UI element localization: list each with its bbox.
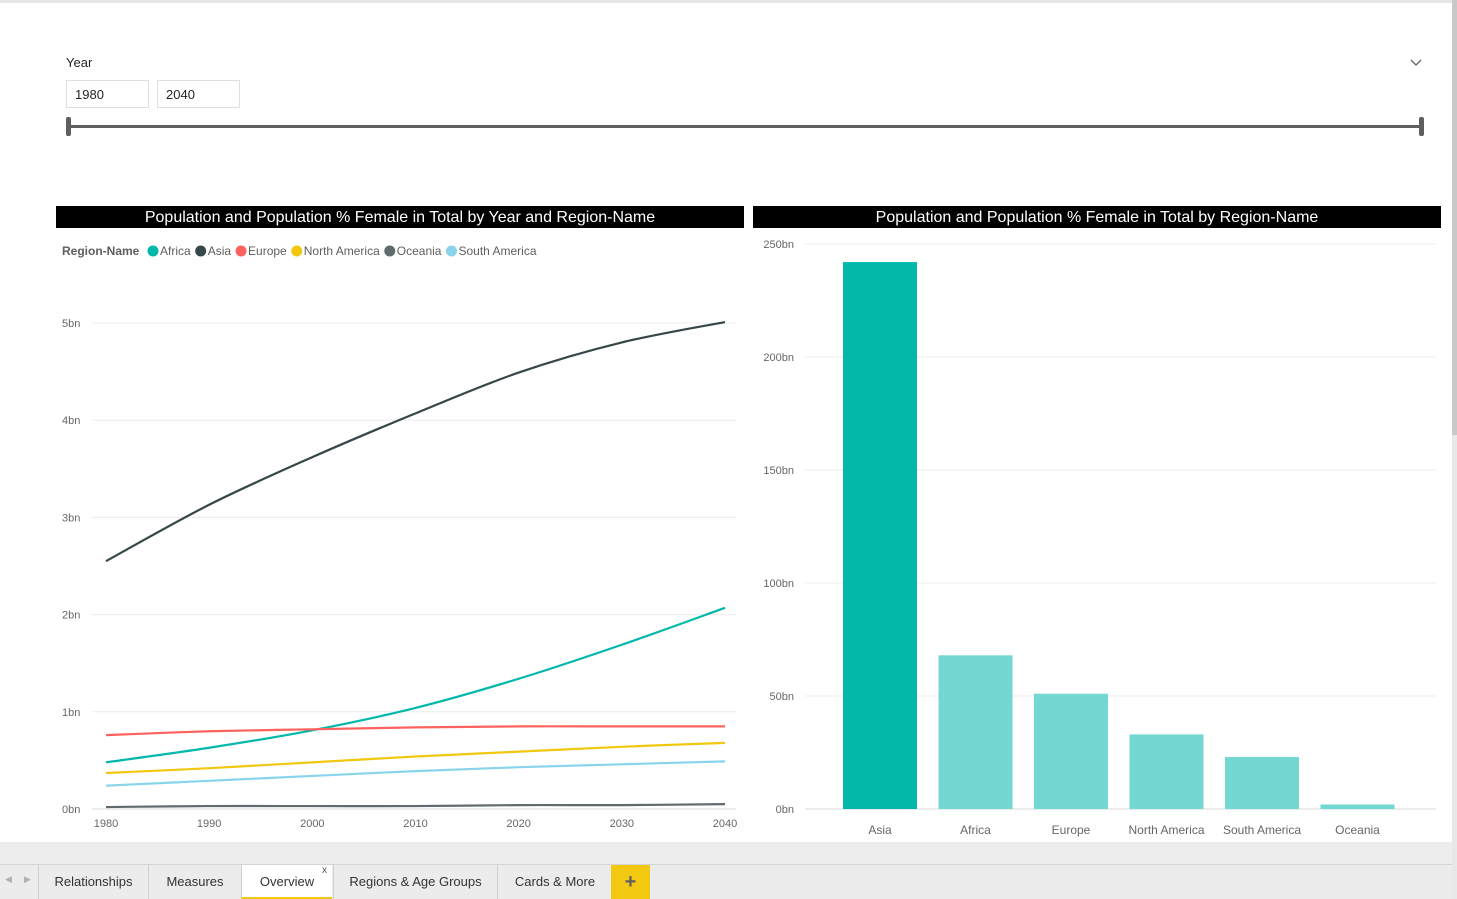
legend-item[interactable]: Asia <box>195 244 231 258</box>
slicer-start-input[interactable]: 1980 <box>66 80 149 108</box>
bar-europe[interactable] <box>1034 693 1108 809</box>
y-tick-label: 3bn <box>62 512 80 524</box>
y-tick-label: 2bn <box>62 610 80 622</box>
x-tick-label: 2040 <box>713 818 737 830</box>
legend-marker <box>195 245 207 257</box>
x-tick-label: 2010 <box>403 818 427 830</box>
canvas-footer-gap <box>0 842 1452 864</box>
y-tick-label: 1bn <box>62 707 80 719</box>
legend-label: Asia <box>208 244 232 258</box>
tab-relationships[interactable]: Relationships <box>38 865 148 899</box>
series-line-north-america[interactable] <box>105 741 726 775</box>
y-tick-label: 0bn <box>776 804 794 816</box>
y-tick-label: 100bn <box>763 578 794 590</box>
chevron-down-icon[interactable] <box>1408 55 1424 71</box>
tab-overview[interactable]: Overview x <box>241 865 332 899</box>
slicer-slider-track[interactable] <box>68 125 1422 128</box>
bar-oceania[interactable] <box>1320 804 1395 809</box>
series-line-asia[interactable] <box>105 320 726 563</box>
legend-marker <box>291 245 303 257</box>
x-tick-label: South America <box>1223 823 1301 837</box>
x-tick-label: North America <box>1128 823 1204 837</box>
scrollbar-thumb[interactable] <box>1452 0 1457 435</box>
scroll-right-icon[interactable]: ▶ <box>24 874 31 884</box>
series-line-europe[interactable] <box>105 725 725 737</box>
y-tick-label: 200bn <box>763 352 794 364</box>
close-icon[interactable]: x <box>322 865 327 876</box>
x-tick-label: Oceania <box>1335 823 1380 837</box>
x-tick-label: 1980 <box>94 818 118 830</box>
y-tick-label: 150bn <box>763 465 794 477</box>
report-canvas: Year 1980 2040 Population and Population… <box>0 0 1452 845</box>
x-tick-label: 2000 <box>300 818 324 830</box>
legend-label: Europe <box>248 244 287 258</box>
legend-item[interactable]: Europe <box>235 244 288 258</box>
bar-north-america[interactable] <box>1129 734 1204 809</box>
slicer-end-input[interactable]: 2040 <box>157 80 240 108</box>
x-tick-label: Europe <box>1052 823 1091 837</box>
legend-marker <box>384 245 396 257</box>
bar-chart-title: Population and Population % Female in To… <box>753 206 1441 228</box>
slicer-start-handle[interactable] <box>66 117 71 136</box>
x-tick-label: Africa <box>960 823 991 837</box>
vertical-scrollbar[interactable] <box>1452 0 1457 899</box>
y-tick-label: 4bn <box>62 415 80 427</box>
legend-label: Oceania <box>397 244 442 258</box>
x-tick-label: 2030 <box>610 818 634 830</box>
line-chart[interactable]: Region-Name Africa Asia Europe North Americ… <box>0 3 744 845</box>
legend-marker <box>445 245 457 257</box>
legend-item[interactable]: South America <box>445 244 537 258</box>
x-tick-label: 1990 <box>197 818 221 830</box>
add-page-button[interactable]: + <box>611 865 650 899</box>
line-chart-title: Population and Population % Female in To… <box>56 206 744 228</box>
legend-marker <box>235 245 247 257</box>
scroll-left-icon[interactable]: ◀ <box>5 874 12 884</box>
legend-label: South America <box>458 244 536 258</box>
bar-south-america[interactable] <box>1225 757 1299 809</box>
legend-item[interactable]: Africa <box>147 244 192 258</box>
x-tick-label: Asia <box>868 823 892 837</box>
bar-africa[interactable] <box>938 655 1013 809</box>
y-tick-label: 50bn <box>770 691 794 703</box>
y-tick-label: 5bn <box>62 318 80 330</box>
legend-title: Region-Name <box>62 244 140 258</box>
legend-label: North America <box>304 244 380 258</box>
y-tick-label: 250bn <box>763 239 794 251</box>
series-line-oceania[interactable] <box>105 803 726 809</box>
tab-regions-age-groups[interactable]: Regions & Age Groups <box>333 865 497 899</box>
legend-marker <box>147 245 159 257</box>
page-tab-bar: ◀ ▶ Relationships Measures Overview x Re… <box>0 864 1452 899</box>
x-tick-label: 2020 <box>506 818 530 830</box>
bar-asia[interactable] <box>843 262 917 810</box>
legend-label: Africa <box>160 244 191 258</box>
tab-measures[interactable]: Measures <box>148 865 241 899</box>
tab-overview-label: Overview <box>259 874 315 889</box>
series-line-africa[interactable] <box>105 606 726 764</box>
slicer-end-handle[interactable] <box>1419 117 1424 136</box>
tab-cards-more[interactable]: Cards & More <box>497 865 612 899</box>
series-line-south-america[interactable] <box>105 760 726 787</box>
legend-item[interactable]: North America <box>291 244 380 258</box>
slicer-title: Year <box>66 55 93 70</box>
y-tick-label: 0bn <box>62 804 80 816</box>
legend-item[interactable]: Oceania <box>384 244 442 258</box>
